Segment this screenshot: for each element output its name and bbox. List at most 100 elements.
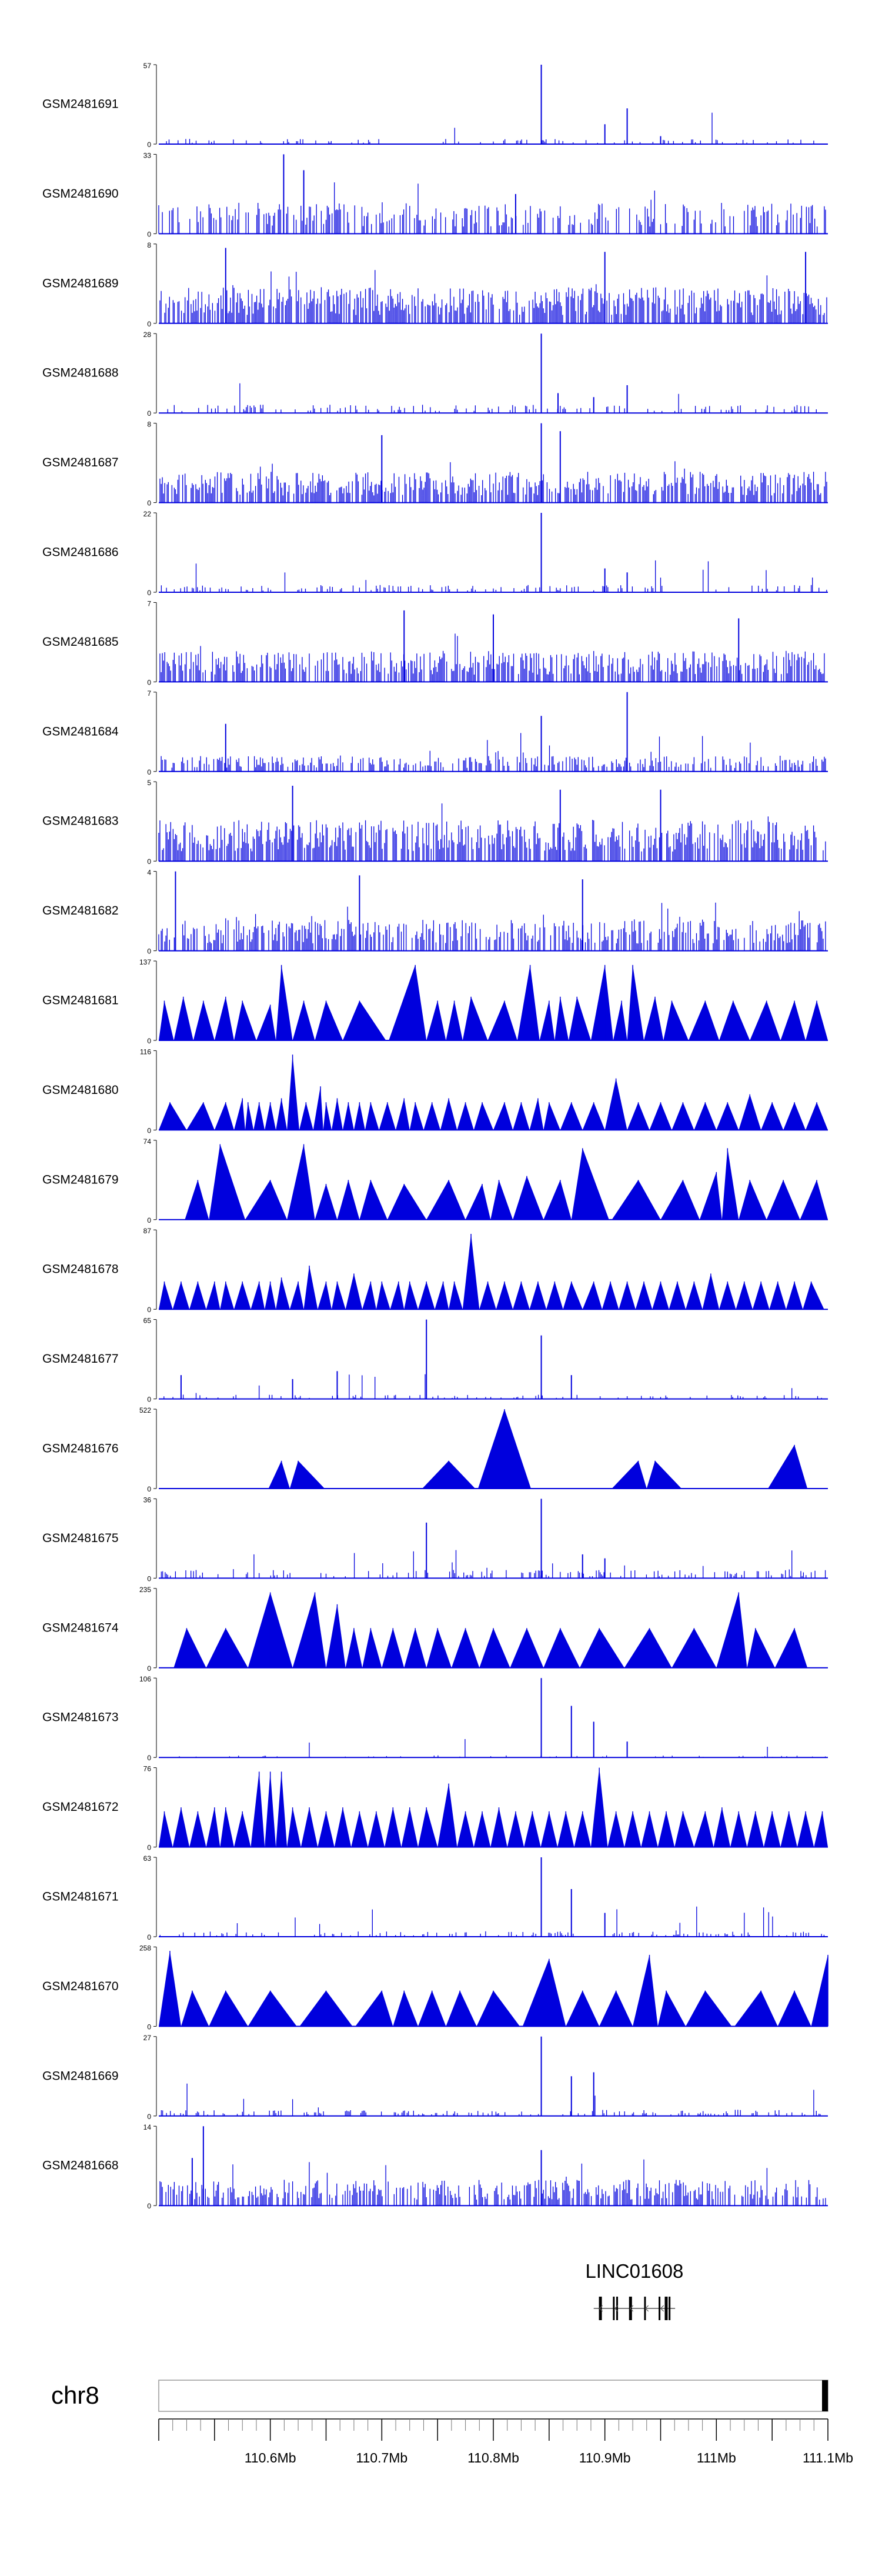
- track-GSM2481686: GSM2481686 22 0: [42, 510, 828, 597]
- track-GSM2481683: GSM2481683 5 0: [42, 779, 828, 866]
- signal-peak: [479, 1628, 510, 1668]
- signal-peak: [292, 1592, 326, 1668]
- signal-bars: [179, 1739, 826, 1758]
- y-max-label: 522: [139, 1406, 151, 1414]
- track-label: GSM2481674: [42, 1621, 119, 1634]
- signal-peak: [426, 1628, 452, 1668]
- signal-bars: [166, 112, 814, 144]
- track-label: GSM2481684: [42, 725, 119, 738]
- signal-peak: [245, 1102, 254, 1130]
- signal-peak: [811, 1954, 828, 2027]
- y-max-label: 258: [139, 1944, 151, 1952]
- track-label: GSM2481676: [42, 1442, 119, 1456]
- track-label: GSM2481691: [42, 98, 119, 111]
- signal-peak: [613, 1000, 627, 1040]
- y-min-label: 0: [147, 1844, 151, 1852]
- y-max-label: 36: [143, 1496, 152, 1504]
- signal-peak: [699, 1172, 722, 1220]
- signal-peak: [800, 1180, 828, 1220]
- signal-peak: [646, 1460, 682, 1489]
- y-min-label: 0: [147, 499, 151, 508]
- y-max-label: 137: [139, 958, 151, 966]
- y-max-label: 7: [147, 599, 151, 608]
- y-max-label: 7: [147, 689, 151, 698]
- signal-peak: [563, 1281, 583, 1310]
- signal-peak: [365, 1102, 379, 1130]
- signal-peak: [268, 1460, 290, 1489]
- signal-bars: [167, 383, 817, 413]
- axis-tick-label: 110.6Mb: [245, 2450, 296, 2465]
- y-min-label: 0: [147, 1126, 151, 1134]
- track-GSM2481680: GSM2481680 116 0: [42, 1047, 828, 1134]
- signal-bars: [159, 2159, 826, 2206]
- signal-peak: [362, 1628, 382, 1668]
- signal-peak: [276, 1277, 290, 1310]
- signal-peak: [390, 1281, 405, 1310]
- gene-exon: [659, 2297, 661, 2320]
- signal-peak: [234, 1098, 245, 1130]
- signal-peak: [359, 1180, 387, 1220]
- y-max-label: 4: [147, 869, 151, 877]
- signal-peak: [250, 1771, 265, 1847]
- signal-peak: [490, 1180, 513, 1220]
- y-max-label: 87: [143, 1227, 152, 1235]
- signal-bars: [161, 2083, 821, 2116]
- signal-peak: [716, 1592, 747, 1668]
- y-min-label: 0: [147, 1754, 151, 1762]
- track-label: GSM2481669: [42, 2069, 119, 2083]
- signal-peak: [543, 1102, 560, 1130]
- signal-peak: [688, 1000, 720, 1040]
- track-GSM2481670: GSM2481670 258 0: [42, 1944, 828, 2031]
- signal-bars: [159, 1906, 825, 1937]
- gene-exon: [616, 2297, 619, 2320]
- signal-peak: [493, 1102, 513, 1130]
- signal-bars: [161, 733, 826, 772]
- gene-exon: [613, 2297, 615, 2320]
- signal-peak: [289, 1281, 304, 1310]
- signal-peak: [435, 1281, 449, 1310]
- signal-peak: [644, 996, 664, 1040]
- signal-peak: [417, 1807, 438, 1847]
- y-min-label: 0: [147, 1216, 151, 1224]
- signal-peak: [181, 1990, 209, 2027]
- track-label: GSM2481681: [42, 994, 119, 1007]
- signal-bars: [161, 1550, 826, 1579]
- genome-axis: chr8 110.6Mb 110.7Mb 110.8Mb 110.9Mb 111Mb 111…: [51, 2380, 853, 2465]
- track-label: GSM2481690: [42, 187, 119, 201]
- strand-arrow: [629, 2305, 634, 2312]
- signal-peak: [318, 1281, 332, 1310]
- y-max-label: 8: [147, 421, 151, 429]
- y-max-label: 74: [143, 1137, 152, 1146]
- signal-peak: [331, 1281, 346, 1310]
- y-max-label: 5: [147, 779, 151, 787]
- signal-peak: [446, 1990, 477, 2027]
- signal-peak: [159, 1811, 173, 1847]
- signal-peak: [396, 1098, 410, 1130]
- track-label: GSM2481689: [42, 276, 119, 290]
- signal-bars: [158, 803, 826, 862]
- signal-peak: [612, 1180, 661, 1220]
- y-min-label: 0: [147, 589, 151, 597]
- axis-tick-label: 110.9Mb: [579, 2450, 631, 2465]
- y-min-label: 0: [147, 1485, 151, 1493]
- signal-bars: [159, 270, 827, 323]
- y-max-label: 235: [139, 1586, 151, 1594]
- track-label: GSM2481687: [42, 456, 119, 469]
- signal-peak: [476, 1990, 520, 2027]
- y-min-label: 0: [147, 947, 151, 956]
- signal-peak: [780, 1000, 806, 1040]
- signal-peak: [313, 1086, 323, 1130]
- track-GSM2481677: GSM2481677 65 0: [42, 1317, 828, 1404]
- track-label: GSM2481686: [42, 546, 119, 559]
- signal-peak: [376, 1281, 390, 1310]
- signal-peak: [517, 965, 540, 1040]
- ideogram: [158, 2380, 828, 2412]
- track-GSM2481691: GSM2481691 57 0: [42, 62, 828, 149]
- signal-peak: [303, 1265, 318, 1310]
- signal-peak: [529, 1098, 544, 1130]
- signal-peak: [326, 1604, 346, 1668]
- y-min-label: 0: [147, 2023, 151, 2031]
- signal-peak: [663, 1000, 689, 1040]
- signal-peak: [657, 1990, 686, 2027]
- signal-peak: [612, 1460, 647, 1489]
